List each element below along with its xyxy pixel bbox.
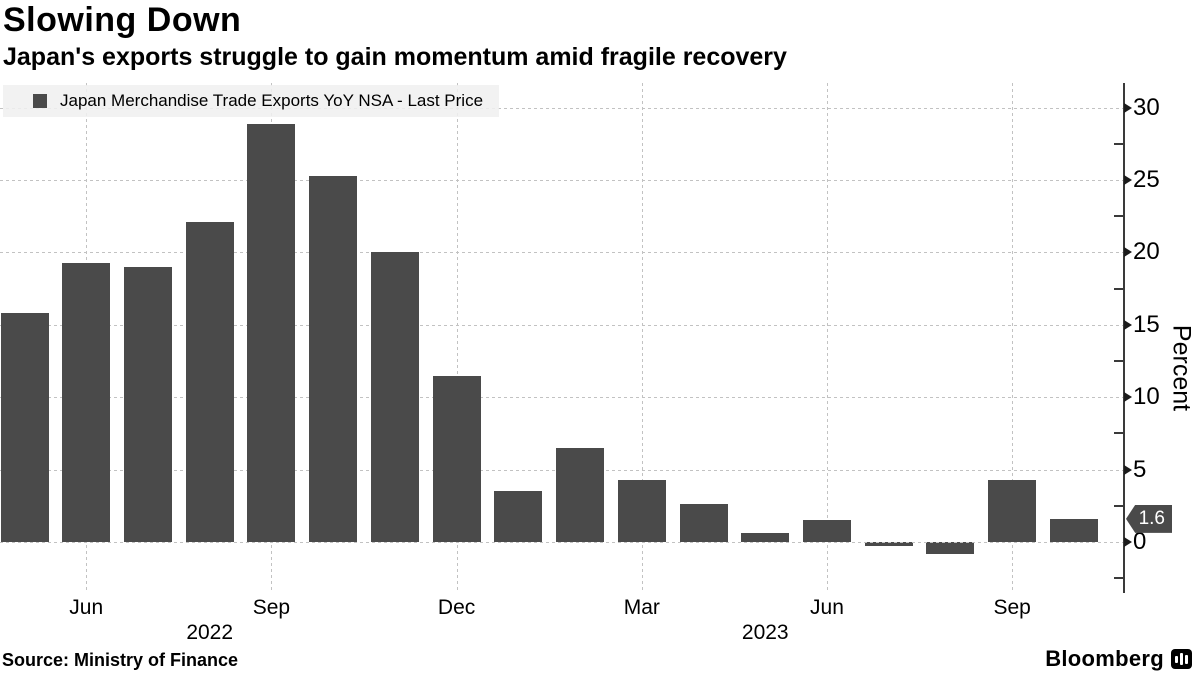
x-axis-tick-label: Sep — [252, 596, 291, 619]
bloomberg-terminal-icon — [1171, 649, 1192, 669]
bar — [432, 375, 481, 543]
h-gridline — [0, 180, 1123, 182]
h-gridline — [0, 397, 1123, 399]
bar — [926, 542, 975, 554]
bar — [679, 504, 728, 543]
y-axis-minor-tick — [1114, 432, 1123, 435]
y-axis-major-tick-icon — [1124, 102, 1132, 113]
y-axis-tick-label: 15 — [1133, 310, 1160, 338]
legend-label: Japan Merchandise Trade Exports YoY NSA … — [60, 91, 484, 110]
bar — [988, 479, 1037, 543]
y-axis-minor-tick — [1114, 577, 1123, 580]
y-axis-major-tick-icon — [1124, 175, 1132, 186]
v-gridline — [456, 83, 458, 593]
y-axis-minor-tick — [1114, 287, 1123, 290]
y-axis-major-tick-icon — [1124, 319, 1132, 330]
x-axis-year-label: 2022 — [186, 621, 234, 644]
bloomberg-wordmark: Bloomberg — [1045, 646, 1164, 671]
v-gridline — [1012, 83, 1014, 593]
y-axis-minor-tick — [1114, 504, 1123, 507]
y-axis-minor-tick — [1114, 215, 1123, 218]
y-axis-major-tick-icon — [1124, 537, 1132, 548]
x-axis-tick-label: Sep — [993, 596, 1031, 619]
bar — [123, 266, 172, 543]
chart-title: Slowing Down — [3, 1, 242, 39]
y-axis-tick-label: 10 — [1133, 383, 1160, 411]
legend: Japan Merchandise Trade Exports YoY NSA … — [3, 85, 500, 117]
x-axis-tick-label: Jun — [810, 596, 844, 619]
h-gridline — [0, 542, 1123, 544]
y-axis-major-tick-icon — [1124, 247, 1132, 258]
h-gridline — [0, 107, 1123, 109]
bloomberg-logo: Bloomberg — [1045, 646, 1192, 672]
legend-series-marker-icon — [33, 94, 47, 108]
y-axis-major-tick-icon — [1124, 392, 1132, 403]
last-price-badge: 1.6 — [1126, 504, 1172, 533]
bar — [0, 313, 49, 543]
bar — [62, 262, 111, 543]
bar — [1049, 518, 1098, 543]
y-axis-tick-label: 30 — [1133, 93, 1160, 121]
h-gridline — [0, 324, 1123, 326]
bar — [617, 479, 666, 543]
bar — [247, 123, 296, 542]
y-axis-title: Percent — [1167, 324, 1196, 412]
bar — [370, 252, 419, 542]
v-gridline — [641, 83, 643, 593]
h-gridline — [0, 252, 1123, 254]
chart-subtitle: Japan's exports struggle to gain momentu… — [3, 43, 787, 71]
bar — [802, 520, 851, 543]
bar — [864, 542, 913, 547]
y-axis-minor-tick — [1114, 360, 1123, 363]
bar — [185, 222, 234, 543]
bar — [556, 447, 605, 543]
bar — [494, 491, 543, 543]
y-axis-tick-label: 25 — [1133, 166, 1160, 194]
x-axis-tick-label: Mar — [623, 596, 660, 619]
bar — [309, 175, 358, 543]
y-axis-line — [1123, 83, 1125, 593]
x-axis-tick-label: Jun — [69, 596, 104, 619]
y-axis-major-tick-icon — [1124, 464, 1132, 475]
x-axis-year-label: 2023 — [741, 621, 789, 644]
source-label: Source: Ministry of Finance — [2, 650, 239, 670]
y-axis-tick-label: 0 — [1133, 528, 1147, 556]
bar — [741, 533, 790, 543]
y-axis-minor-tick — [1114, 142, 1123, 145]
y-axis-tick-label: 20 — [1133, 238, 1160, 266]
y-axis-tick-label: 5 — [1133, 455, 1147, 483]
v-gridline — [826, 83, 828, 593]
x-axis-tick-label: Dec — [437, 596, 476, 619]
